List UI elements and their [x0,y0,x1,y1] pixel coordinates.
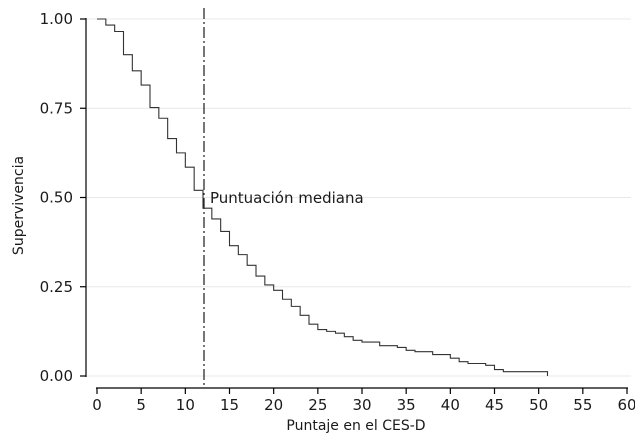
x-tick-label-8: 40 [441,396,460,414]
x-tick-label-5: 25 [308,396,327,414]
ticks: 0.00 0.25 0.50 0.75 1.00 0 5 10 15 20 25 30 35 40 45 50… [40,10,635,414]
x-tick-label-0: 0 [92,396,102,414]
x-axis-title: Puntaje en el CES-D [286,418,425,434]
x-tick-label-11: 55 [573,396,592,414]
x-tick-label-3: 15 [220,396,239,414]
x-tick-label-12: 60 [617,396,635,414]
x-tick-label-10: 50 [529,396,548,414]
y-axis-title: Supervivencia [11,156,27,255]
x-tick-label-4: 20 [264,396,283,414]
median-reference: Puntuación mediana [203,8,364,388]
gridlines [87,18,631,377]
x-tick-label-6: 30 [352,396,371,414]
x-tick-label-9: 45 [485,396,504,414]
x-tick-label-1: 5 [136,396,146,414]
y-tick-label-2: 0.50 [40,189,73,207]
y-tick-label-1: 0.25 [40,278,73,296]
x-tick-label-7: 35 [397,396,416,414]
y-tick-label-3: 0.75 [40,99,73,117]
series-layer [97,18,549,376]
y-tick-label-4: 1.00 [40,10,73,28]
median-annotation: Puntuación mediana [210,189,364,207]
x-tick-label-2: 10 [176,396,195,414]
survival-step-line-0 [97,18,549,376]
y-tick-label-0: 0.00 [40,367,73,385]
